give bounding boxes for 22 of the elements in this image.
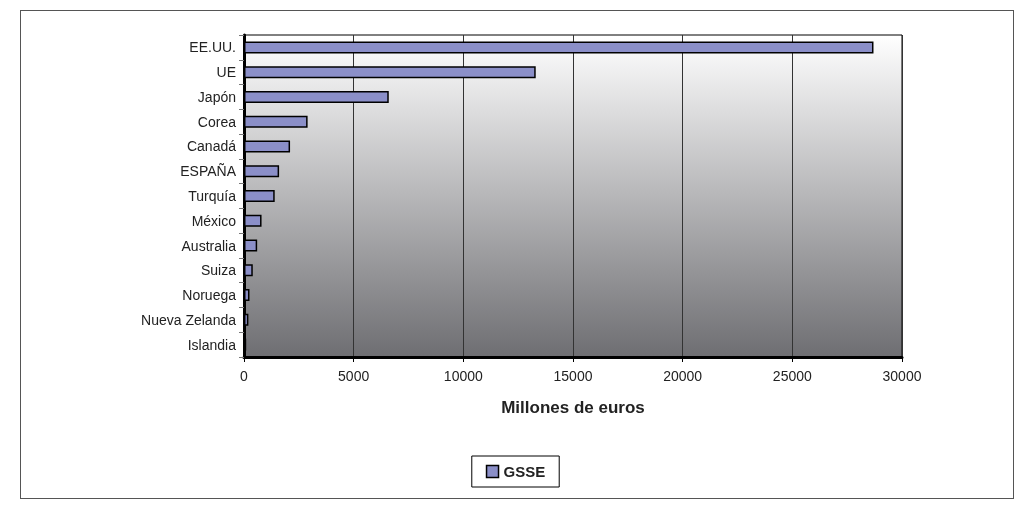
y-tick-label: Islandia [187,336,237,353]
x-tick-label: 10000 [443,368,484,384]
y-tick-label: Nueva Zelanda [141,311,237,328]
x-tick-label: 15000 [553,368,593,384]
y-tick-label: México [191,212,237,229]
x-axis-title: Millones de euros [501,398,645,417]
y-tick-label: Japón [197,88,236,105]
x-tick-label: 25000 [772,368,813,384]
y-tick-label: Canadá [186,138,237,155]
y-tick-label: EE.UU. [189,39,236,56]
y-tick-label: Suiza [200,262,237,279]
x-tick-label: 20000 [663,368,703,384]
y-tick-label: Turquía [188,188,237,204]
x-tick-label: 0 [240,368,249,384]
y-tick-label: ESPAÑA [180,163,237,180]
y-tick-label: Corea [197,113,237,130]
x-tick-label: 5000 [338,368,370,384]
x-tick-label: 30000 [882,368,922,384]
y-tick-label: Noruega [182,287,237,304]
y-tick-label: Australia [181,237,237,254]
y-tick-label: UE [216,64,236,81]
legend-label: GSSE [503,463,546,480]
